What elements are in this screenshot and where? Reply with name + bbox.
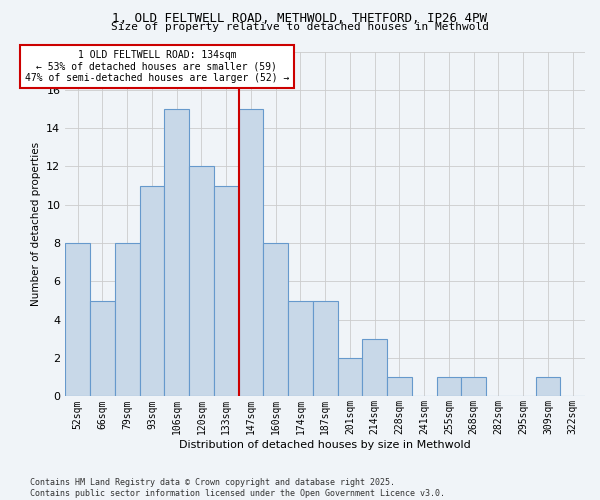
Bar xyxy=(115,243,140,396)
Bar xyxy=(313,300,338,396)
Bar xyxy=(263,243,288,396)
Bar xyxy=(338,358,362,397)
Bar xyxy=(164,109,189,397)
Bar xyxy=(288,300,313,396)
Bar xyxy=(387,378,412,396)
Text: 1, OLD FELTWELL ROAD, METHWOLD, THETFORD, IP26 4PW: 1, OLD FELTWELL ROAD, METHWOLD, THETFORD… xyxy=(113,12,487,26)
Bar xyxy=(189,166,214,396)
Text: Size of property relative to detached houses in Methwold: Size of property relative to detached ho… xyxy=(111,22,489,32)
Text: 1 OLD FELTWELL ROAD: 134sqm
← 53% of detached houses are smaller (59)
47% of sem: 1 OLD FELTWELL ROAD: 134sqm ← 53% of det… xyxy=(25,50,289,84)
Y-axis label: Number of detached properties: Number of detached properties xyxy=(31,142,41,306)
Bar xyxy=(362,339,387,396)
Bar xyxy=(140,186,164,396)
Bar xyxy=(239,109,263,397)
Bar xyxy=(90,300,115,396)
Bar xyxy=(65,243,90,396)
Text: Contains HM Land Registry data © Crown copyright and database right 2025.
Contai: Contains HM Land Registry data © Crown c… xyxy=(30,478,445,498)
X-axis label: Distribution of detached houses by size in Methwold: Distribution of detached houses by size … xyxy=(179,440,471,450)
Bar xyxy=(461,378,486,396)
Bar xyxy=(437,378,461,396)
Bar xyxy=(536,378,560,396)
Bar xyxy=(214,186,239,396)
